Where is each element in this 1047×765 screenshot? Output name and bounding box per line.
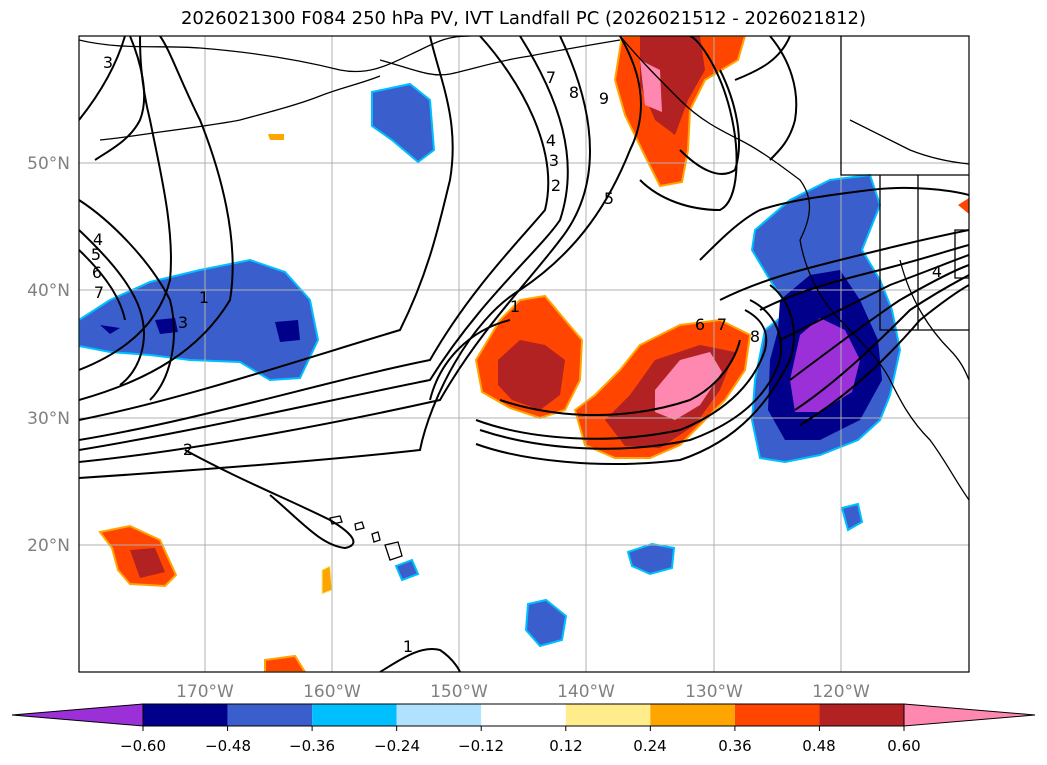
colorbar-tick-label: −0.60 xyxy=(120,737,166,755)
map-title: 2026021300 F084 250 hPa PV, IVT Landfall… xyxy=(180,8,867,29)
longitude-labels: 170°W 160°W 150°W 140°W 130°W 120°W xyxy=(176,682,870,702)
colorbar-extend-low xyxy=(11,703,144,727)
contour-label: 2 xyxy=(551,176,561,195)
contour-label: 4 xyxy=(932,262,942,281)
colorbar-tick-label: −0.24 xyxy=(374,737,420,755)
lon-label: 130°W xyxy=(685,682,743,702)
lat-label: 20°N xyxy=(27,536,70,556)
contour-label: 5 xyxy=(91,245,101,264)
contour-label: 7 xyxy=(546,68,556,87)
colorbar-segment xyxy=(565,704,651,726)
hawaii-islands xyxy=(329,515,403,561)
contour-label: 5 xyxy=(604,189,614,208)
contour-label: 4 xyxy=(93,230,103,249)
colorbar-segment xyxy=(481,704,566,726)
contour-label: 9 xyxy=(599,89,609,108)
contour-label: 8 xyxy=(569,83,579,102)
map-border xyxy=(78,35,970,673)
colorbar-tick-label: 0.24 xyxy=(633,737,666,755)
contour-label: 2 xyxy=(183,440,193,459)
colorbar-tick-label: 0.60 xyxy=(887,737,920,755)
lon-label: 170°W xyxy=(176,682,234,702)
latitude-labels: 50°N 40°N 30°N 20°N xyxy=(27,154,70,556)
contour-label: 3 xyxy=(549,151,559,170)
contour-label: 3 xyxy=(178,313,188,332)
colorbar-segment xyxy=(143,704,228,726)
colorbar-segment xyxy=(227,704,313,726)
contour-label: 1 xyxy=(199,288,209,307)
colorbar-tick-label: −0.12 xyxy=(458,737,504,755)
colorbar-tick-labels: −0.60 −0.48 −0.36 −0.24 −0.12 0.12 0.24 … xyxy=(120,737,921,755)
lat-label: 50°N xyxy=(27,154,70,174)
contour-label: 7 xyxy=(717,315,727,334)
contour-label: 6 xyxy=(92,263,102,282)
colorbar-tick-label: 0.12 xyxy=(549,737,582,755)
coastlines xyxy=(79,36,969,501)
ivt-contours xyxy=(79,36,969,672)
colorbar-outline xyxy=(142,703,905,727)
colorbar-tick-label: −0.48 xyxy=(205,737,251,755)
gridlines xyxy=(79,36,969,672)
colorbar-tick-label: −0.36 xyxy=(289,737,335,755)
contour-label: 1 xyxy=(510,297,520,316)
lon-label: 160°W xyxy=(303,682,361,702)
contour-label: 8 xyxy=(750,327,760,346)
lat-label: 40°N xyxy=(27,281,70,301)
contour-label: 1 xyxy=(403,637,413,656)
colorbar-tick-label: 0.48 xyxy=(802,737,835,755)
contour-label: 4 xyxy=(546,131,556,150)
contour-label: 6 xyxy=(695,315,705,334)
lat-label: 30°N xyxy=(27,409,70,429)
lon-label: 120°W xyxy=(812,682,870,702)
lon-label: 150°W xyxy=(430,682,488,702)
colorbar xyxy=(11,703,1036,731)
colorbar-segment xyxy=(312,704,397,726)
contour-labels: 3 7 8 9 4 3 2 5 1 6 7 8 4 5 6 7 3 1 2 1 … xyxy=(91,53,942,656)
map-area xyxy=(79,36,969,672)
lon-label: 140°W xyxy=(557,682,615,702)
colorbar-segment xyxy=(734,704,820,726)
colorbar-tick-label: 0.36 xyxy=(718,737,751,755)
negative-anomaly-fills xyxy=(79,82,902,648)
colorbar-extend-high xyxy=(903,703,1036,727)
colorbar-segment xyxy=(650,704,735,726)
colorbar-segment xyxy=(819,704,904,726)
contour-label: 3 xyxy=(103,53,113,72)
contour-label: 7 xyxy=(94,283,104,302)
colorbar-segment xyxy=(396,704,482,726)
positive-anomaly-fills xyxy=(98,36,969,672)
